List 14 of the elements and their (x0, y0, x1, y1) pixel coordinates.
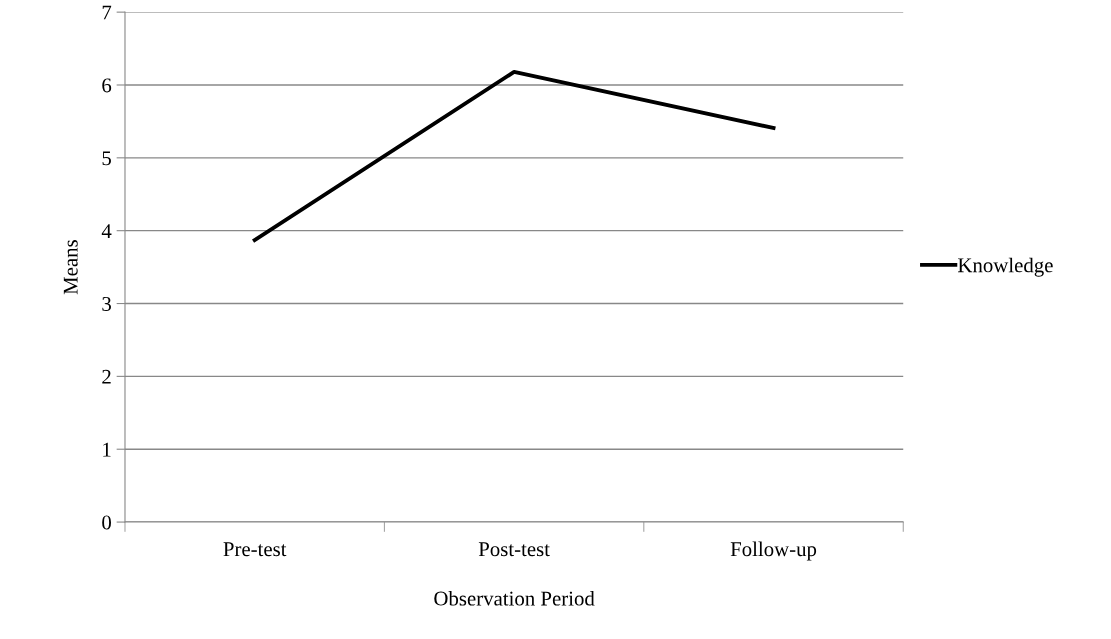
y-tick-label: 6 (102, 78, 112, 93)
y-tick-label: 2 (102, 369, 111, 384)
legend-label: Knowledge (958, 257, 1053, 277)
y-tick-label: 0 (102, 515, 111, 530)
y-axis-title: Means (63, 240, 78, 295)
x-axis-title: Observation Period (434, 590, 595, 606)
x-tick-label: Pre-test (223, 542, 287, 557)
y-tick-label: 1 (103, 442, 111, 457)
x-tick-label: Follow-up (730, 541, 817, 561)
y-tick-label: 7 (102, 5, 112, 20)
y-tick-label: 5 (102, 151, 111, 166)
y-tick-label: 3 (102, 296, 111, 311)
y-tick-label: 4 (101, 224, 112, 238)
x-tick-label: Post-test (478, 542, 550, 557)
